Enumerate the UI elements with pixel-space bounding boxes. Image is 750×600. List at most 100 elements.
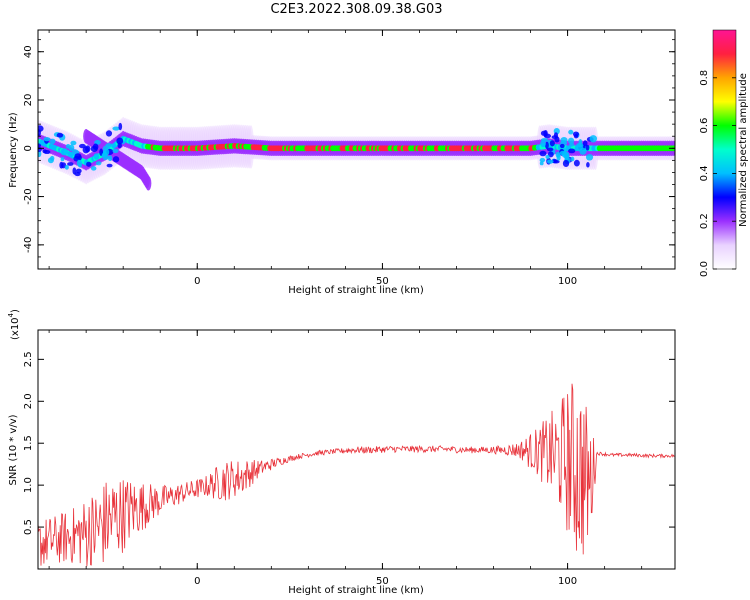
spectrogram-cell — [570, 156, 575, 162]
svg-text:(x104): (x104) — [7, 309, 21, 340]
spectrogram-cell — [106, 163, 113, 168]
snr-series-line — [38, 383, 675, 567]
spectrogram-cell — [38, 150, 42, 158]
spectrogram-cell — [93, 153, 100, 160]
spectrogram-cell — [539, 161, 544, 166]
snr-y-tick-label: 0.5 — [23, 519, 34, 535]
spectrogram-cell — [49, 155, 55, 161]
spectrogram-cell — [589, 135, 598, 143]
spectrogram-cell — [539, 157, 546, 163]
spectrogram-cell — [578, 139, 583, 145]
spectrogram-cell — [546, 147, 554, 152]
spectrogram-cell — [545, 154, 550, 159]
spectrogram-y-tick-label: -20 — [23, 188, 34, 204]
spectrogram-cell — [556, 154, 561, 161]
spectrogram-cell — [116, 137, 124, 145]
spectrogram-cell — [67, 162, 74, 166]
spectrogram-cell — [95, 161, 102, 166]
spectrogram-cell — [585, 153, 594, 161]
spectrogram-cell — [112, 148, 119, 154]
spectrogram-cell — [60, 156, 65, 162]
spectrogram-x-axis-label: Height of straight line (km) — [288, 285, 424, 296]
snr-frame — [37, 329, 676, 570]
snr-x-tick-label: 0 — [194, 576, 200, 587]
snr-scale-exponent: 4 — [7, 312, 15, 317]
spectrogram-y-tick-label: 0 — [23, 145, 34, 151]
spectrogram-cell — [107, 155, 113, 162]
snr-y-tick-label: 1.5 — [23, 435, 34, 451]
spectrogram-cell — [86, 161, 92, 167]
spectrogram-cell — [60, 148, 69, 156]
spectrogram-cell — [567, 137, 575, 144]
spectrogram-cell — [586, 162, 590, 168]
snr-x-tick-label: 50 — [376, 576, 389, 587]
spectrogram-cell — [85, 145, 91, 153]
colorbar-tick-label: 0.6 — [699, 118, 710, 134]
spectrogram-cell — [105, 143, 113, 148]
snr-panel: 0 50 100 0.5 1.0 1.5 2.0 2.5 Height of straight… — [7, 309, 676, 596]
spectrogram-cell — [64, 164, 69, 170]
colorbar-tick-label: 0.0 — [699, 261, 710, 277]
snr-y-tick-label: 1.0 — [23, 477, 34, 493]
spectrogram-y-tick-label: 40 — [23, 45, 34, 58]
spectrogram-cell — [49, 138, 56, 145]
spectrogram-cell — [38, 125, 44, 132]
colorbar-ticks: 0.0 0.2 0.4 0.6 0.8 — [699, 70, 736, 277]
colorbar-tick-label: 0.4 — [699, 165, 710, 181]
spectrogram-cell — [65, 144, 71, 149]
spectrogram-cell — [38, 143, 42, 148]
spectrogram-panel: 0 50 100 -40 -20 0 20 40 Height of straight lin… — [8, 29, 676, 296]
spectrogram-cell — [559, 150, 567, 156]
spectrogram-cell — [539, 150, 547, 157]
spectrogram-cell — [540, 140, 546, 148]
colorbar-gradient — [712, 29, 737, 270]
spectrogram-x-tick-label: 100 — [558, 276, 577, 287]
spectrogram-cell — [78, 155, 82, 161]
spectrogram-cell — [546, 159, 554, 164]
spectrogram-cell — [56, 132, 64, 138]
snr-y-tick-label: 2.0 — [23, 393, 34, 409]
spectrogram-y-tick-label: 20 — [23, 94, 34, 107]
spectrogram-x-tick-label: 50 — [376, 276, 389, 287]
spectrogram-cell — [540, 130, 548, 136]
spectrogram-cell — [43, 137, 51, 142]
snr-x-axis-label: Height of straight line (km) — [288, 585, 424, 596]
spectrogram-cell — [553, 132, 558, 138]
spectrogram-cell — [72, 167, 77, 175]
spectrogram-cell — [101, 152, 108, 158]
spectrogram-cell — [90, 166, 97, 171]
spectrogram-heatmap — [38, 116, 675, 191]
spectrogram-cell — [112, 156, 120, 163]
spectrogram-cell — [90, 145, 98, 153]
spectrogram-frame — [37, 29, 676, 270]
spectrogram-cell — [572, 131, 580, 137]
chart-title: C2E3.2022.308.09.38.G03 — [270, 2, 443, 17]
spectrogram-cell — [70, 140, 77, 146]
spectrogram-cell — [573, 159, 580, 167]
snr-scale-prefix: (x10 — [10, 317, 21, 340]
spectrogram-cell — [545, 141, 549, 150]
spectrogram-cell — [59, 161, 64, 169]
spectrogram-cell — [75, 168, 82, 174]
spectrogram-cell — [76, 159, 83, 167]
spectrogram-cell — [549, 140, 555, 147]
spectrogram-cell — [585, 144, 590, 151]
snr-y-axis-label: SNR (10 * v/v) — [8, 414, 19, 485]
spectrogram-cell — [559, 143, 565, 149]
colorbar-label: Normalized spectral amplitude — [738, 73, 749, 227]
colorbar-tick-label: 0.8 — [699, 70, 710, 86]
snr-ticks: 0 50 100 0.5 1.0 1.5 2.0 2.5 — [23, 330, 675, 587]
spectrogram-cell — [105, 130, 113, 137]
spectrogram-x-tick-label: 0 — [194, 276, 200, 287]
spectrogram-cell — [582, 140, 588, 147]
spectrogram-cell — [568, 148, 576, 154]
spectrogram-cell — [145, 176, 152, 191]
spectrogram-cell — [118, 122, 123, 131]
snr-y-tick-label: 2.5 — [23, 351, 34, 367]
colorbar-tick-label: 0.2 — [699, 213, 710, 229]
spectrogram-cell — [575, 144, 584, 151]
spectrogram-y-axis-label: Frequency (Hz) — [8, 112, 19, 188]
spectrogram-ticks: 0 50 100 -40 -20 0 20 40 — [23, 30, 675, 287]
colorbar: 0.0 0.2 0.4 0.6 0.8 Normalized spectral ampl… — [699, 29, 749, 277]
